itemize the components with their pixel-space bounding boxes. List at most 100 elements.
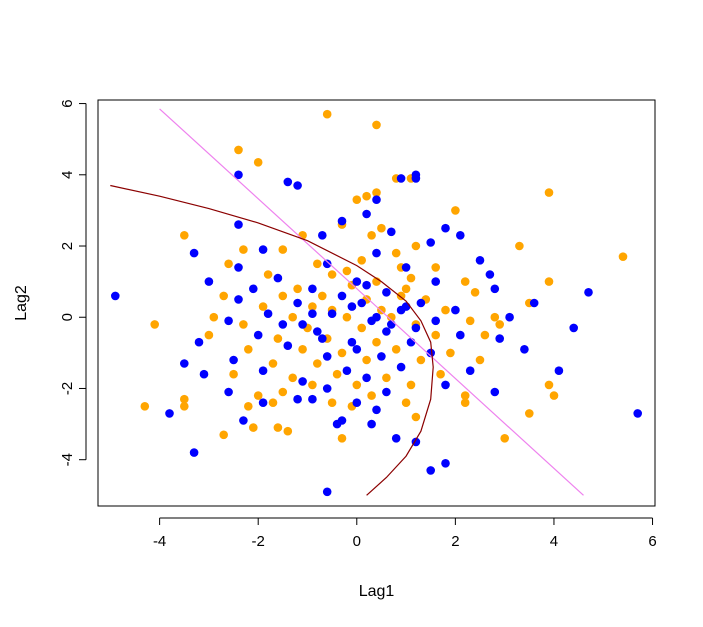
data-point (633, 409, 642, 418)
data-point (465, 366, 475, 376)
y-axis: -4 -2 0 2 4 6 (59, 99, 87, 466)
data-point (426, 348, 436, 358)
data-point (204, 277, 214, 286)
y-tick-label: 2 (59, 242, 76, 250)
y-tick-label: -4 (59, 453, 76, 466)
data-point (490, 312, 500, 322)
data-point (544, 380, 554, 390)
data-point (283, 426, 293, 436)
data-point (219, 291, 228, 301)
data-point (318, 334, 327, 343)
data-point (460, 391, 470, 400)
data-point (308, 309, 317, 319)
data-point (525, 409, 534, 418)
data-point (515, 241, 524, 251)
data-point (362, 191, 371, 201)
y-tick-label: 6 (59, 99, 76, 107)
data-point (342, 366, 352, 376)
data-point (337, 434, 347, 443)
plot-frame (97, 99, 656, 507)
data-point (347, 337, 357, 347)
data-point (219, 430, 228, 440)
data-point (249, 423, 258, 432)
data-point (396, 362, 406, 372)
data-point (362, 209, 371, 219)
data-point (180, 231, 189, 240)
data-point (431, 316, 441, 326)
data-point (391, 345, 401, 354)
data-point (318, 291, 327, 301)
data-point (549, 391, 559, 400)
data-point (234, 220, 243, 229)
data-point (180, 402, 189, 411)
data-point (253, 330, 263, 340)
data-point (278, 387, 288, 397)
data-point (234, 170, 243, 180)
data-point (313, 327, 322, 336)
data-point (293, 181, 302, 190)
data-point (475, 255, 485, 265)
data-point (268, 398, 278, 408)
data-point (234, 263, 243, 272)
data-point (382, 327, 391, 336)
decision-boundary-line (159, 108, 584, 496)
data-point (382, 288, 391, 297)
data-point (258, 366, 268, 376)
data-point (495, 334, 505, 343)
data-point (337, 291, 347, 301)
data-point (352, 345, 362, 354)
data-point (431, 330, 441, 340)
data-point (490, 284, 500, 294)
data-point (278, 291, 288, 301)
data-point (322, 259, 332, 269)
data-point (465, 316, 475, 326)
data-point (268, 359, 278, 368)
data-point (308, 380, 317, 390)
data-point (372, 248, 381, 258)
data-point (239, 416, 248, 425)
data-point (322, 352, 332, 361)
data-point (441, 223, 450, 233)
decision-boundaries (110, 108, 584, 496)
data-point (298, 345, 307, 354)
data-point (387, 320, 396, 329)
data-point (293, 284, 302, 294)
data-point (362, 355, 371, 365)
data-point (263, 309, 273, 319)
data-point (401, 398, 411, 408)
data-point (416, 298, 426, 308)
data-point (288, 373, 298, 383)
data-point (460, 398, 470, 408)
data-point (273, 423, 283, 432)
data-point (327, 309, 337, 319)
y-tick-label: 0 (59, 313, 76, 321)
data-point (618, 252, 628, 261)
data-point (278, 245, 288, 254)
data-point (318, 231, 327, 240)
data-point (436, 369, 445, 379)
data-point (401, 263, 411, 272)
data-point (357, 298, 367, 308)
y-tick-label: 4 (59, 171, 76, 179)
data-point (387, 312, 396, 322)
data-point (529, 298, 539, 308)
data-point (189, 448, 199, 457)
data-point (249, 284, 258, 294)
data-point (520, 345, 529, 354)
data-point (224, 387, 233, 397)
data-point (411, 241, 421, 251)
data-point (313, 259, 322, 269)
data-point (495, 320, 505, 329)
data-point (189, 248, 199, 258)
data-point (204, 330, 214, 340)
data-point (283, 177, 293, 187)
data-point (308, 284, 317, 294)
data-point (327, 398, 337, 408)
data-point (441, 380, 450, 390)
data-point (239, 320, 248, 329)
data-point (273, 273, 283, 283)
data-point (411, 323, 421, 333)
data-point (406, 273, 416, 283)
data-point (293, 298, 302, 308)
data-point (372, 337, 381, 347)
